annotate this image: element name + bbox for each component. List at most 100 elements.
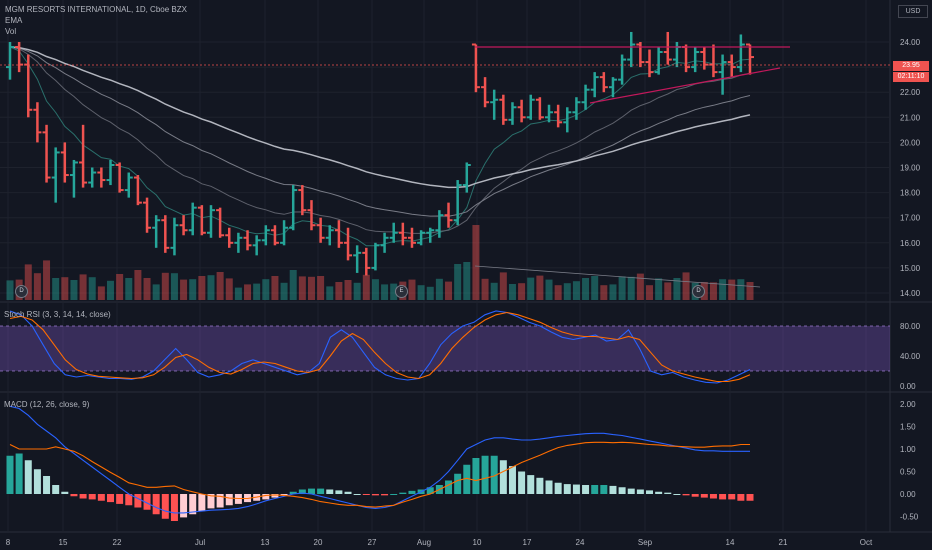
macd-legend: MACD (12, 26, close, 9) [4, 400, 90, 409]
time-tick-label: 17 [523, 538, 532, 547]
macd-histogram-bar [454, 473, 462, 494]
macd-histogram-bar [381, 494, 389, 496]
macd-histogram-bar [198, 494, 206, 512]
volume-bar [52, 278, 60, 300]
volume-bar [390, 283, 398, 300]
volume-bar [170, 273, 178, 300]
currency-badge[interactable]: USD [898, 5, 928, 18]
macd-histogram-bar [627, 488, 635, 494]
volume-bar [554, 285, 562, 300]
volume-bar [536, 275, 544, 300]
volume-bar [298, 276, 306, 300]
macd-tick-label: 2.00 [900, 400, 916, 409]
macd-histogram-bar [636, 489, 644, 494]
volume-bar [646, 285, 654, 300]
time-tick-label: 27 [368, 538, 377, 547]
price-tick-label: 14.00 [900, 289, 921, 298]
macd-histogram-bar [33, 469, 41, 494]
macd-histogram-bar [536, 477, 544, 494]
macd-histogram-bar [262, 494, 270, 500]
macd-line [9, 441, 750, 508]
macd-histogram-bar [353, 494, 361, 495]
price-tick-label: 15.00 [900, 264, 921, 273]
macd-histogram-bar [572, 484, 580, 494]
macd-histogram-bar [618, 487, 626, 494]
macd-histogram-bar [609, 485, 617, 494]
vol-legend: Vol [5, 27, 17, 36]
symbol-title: MGM RESORTS INTERNATIONAL, 1D, Cboe BZX [5, 5, 187, 14]
volume-bar [262, 279, 270, 300]
volume-bar [289, 270, 297, 300]
support-trendline [589, 67, 781, 104]
volume-bar [371, 279, 379, 300]
volume-bar [719, 279, 727, 300]
volume-bar [618, 276, 626, 300]
ema-line [9, 46, 751, 247]
volume-bar [728, 279, 736, 300]
macd-histogram-bar [335, 490, 343, 494]
volume-bar [426, 286, 434, 300]
volume-bar [627, 276, 635, 300]
macd-histogram-bar [408, 490, 416, 494]
macd-histogram-bar [271, 494, 279, 498]
macd-histogram-bar [472, 458, 480, 494]
volume-bar [563, 283, 571, 300]
macd-histogram-bar [97, 494, 105, 501]
macd-histogram-bar [563, 484, 571, 494]
volume-bar [271, 276, 279, 300]
volume-bar [189, 279, 197, 300]
macd-histogram-bar [88, 494, 96, 500]
macd-histogram-bar [682, 494, 690, 496]
earnings-badge[interactable]: E [395, 285, 408, 298]
macd-histogram-bar [746, 494, 754, 501]
macd-histogram-bar [24, 460, 32, 494]
price-tick-label: 16.00 [900, 239, 921, 248]
countdown-tag: 02:11:10 [893, 72, 929, 82]
volume-bar [600, 285, 608, 300]
macd-histogram-bar [125, 494, 133, 506]
stoch-band [0, 326, 890, 371]
volume-bar [435, 278, 443, 300]
volume-bar [106, 280, 114, 300]
volume-bar [582, 278, 590, 300]
macd-histogram-bar [362, 494, 370, 495]
macd-histogram-bar [664, 492, 672, 494]
macd-histogram-bar [116, 494, 124, 504]
macd-histogram-bar [545, 480, 553, 494]
volume-bar [445, 281, 453, 300]
macd-histogram-bar [600, 485, 608, 494]
macd-histogram-bar [655, 491, 663, 494]
macd-histogram-bar [371, 494, 379, 496]
volume-bar [344, 280, 352, 300]
macd-histogram-bar [161, 494, 169, 519]
volume-bar [335, 282, 343, 300]
macd-histogram-bar [591, 485, 599, 494]
macd-histogram-bar [189, 494, 197, 515]
macd-tick-label: 1.50 [900, 423, 916, 432]
macd-histogram-bar [508, 466, 516, 494]
volume-bar [307, 276, 315, 300]
macd-histogram-bar [673, 494, 681, 495]
time-tick-label: Jul [195, 538, 205, 547]
volume-bar [216, 272, 224, 300]
volume-bar [636, 273, 644, 300]
macd-histogram-bar [691, 494, 699, 497]
dividend-badge[interactable]: D [15, 285, 28, 298]
volume-bar [125, 278, 133, 300]
volume-bar [24, 264, 32, 300]
last-price-tag: 23.95 [893, 61, 929, 71]
macd-histogram-bar [554, 482, 562, 494]
volume-bar [737, 279, 745, 300]
macd-histogram-bar [490, 455, 498, 494]
volume-bar [655, 278, 663, 300]
macd-histogram-bar [737, 494, 745, 501]
macd-histogram-bar [646, 490, 654, 494]
macd-histogram-bar [207, 494, 215, 509]
volume-bar [591, 276, 599, 300]
macd-histogram-bar [61, 491, 69, 494]
volume-bar [79, 274, 87, 300]
volume-bar [116, 274, 124, 300]
volume-bar [572, 281, 580, 300]
dividend-badge-2[interactable]: D [692, 285, 705, 298]
